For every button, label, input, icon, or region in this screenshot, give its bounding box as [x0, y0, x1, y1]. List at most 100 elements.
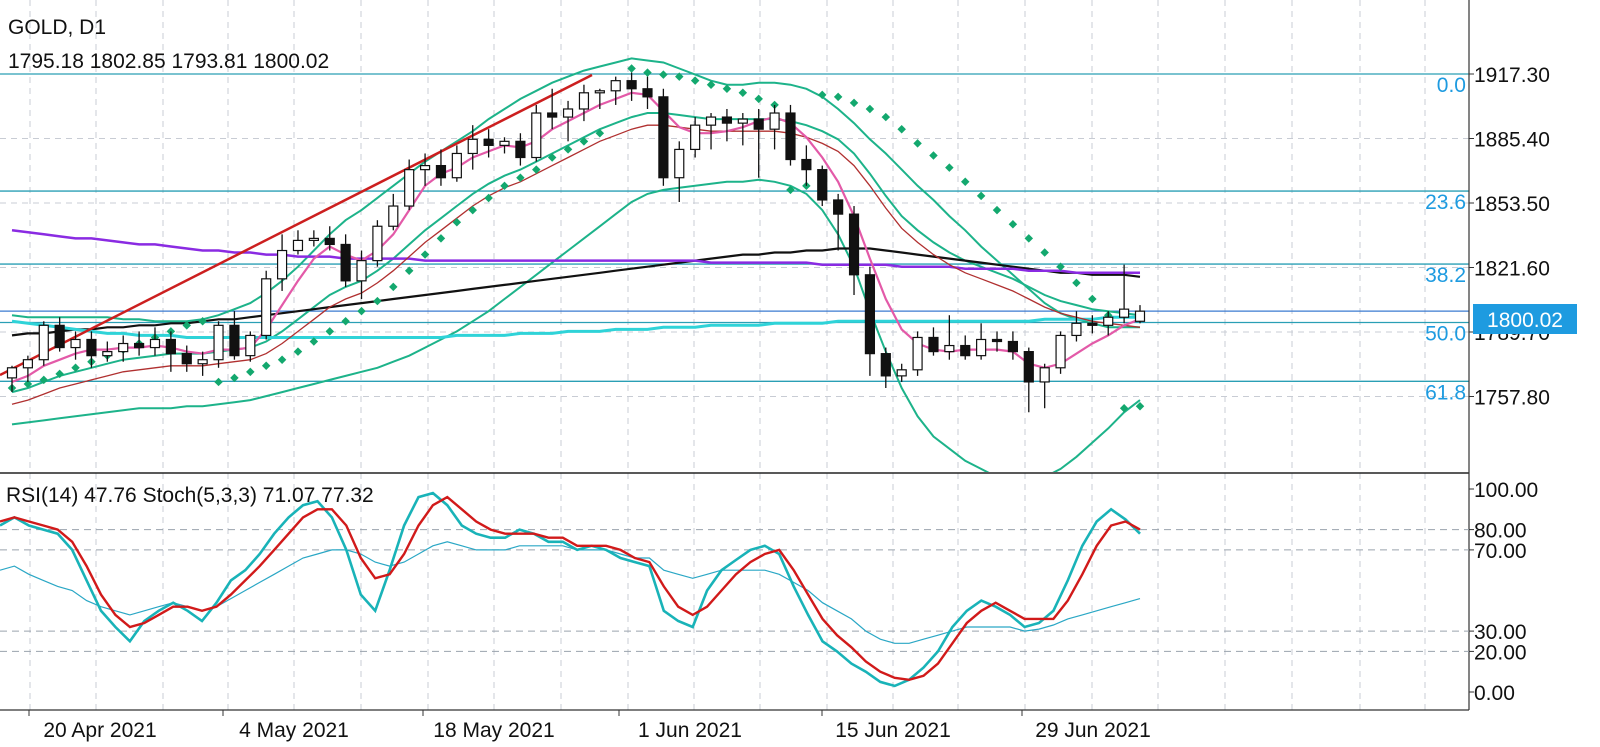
candle-body [753, 118, 764, 130]
candle-body [86, 338, 97, 357]
symbol-timeframe: GOLD, D1 [8, 16, 106, 39]
time-axis: 20 Apr 2021 4 May 2021 18 May 2021 1 Jun 20… [28, 710, 1151, 742]
candle-body [197, 359, 208, 365]
candle-body [356, 260, 367, 282]
candle-body [864, 274, 876, 355]
ma-cyan [11, 315, 1140, 339]
psar-dot [404, 266, 414, 275]
psar-dot [182, 321, 192, 330]
trendline[interactable] [0, 73, 593, 377]
candle-body [531, 112, 542, 159]
fib-level-label: 38.2 [1425, 264, 1466, 287]
psar-dot [357, 306, 366, 316]
fib-level-label: 23.6 [1425, 191, 1466, 214]
psar-dot [468, 205, 477, 215]
candle-body [658, 96, 669, 179]
candle-body [451, 152, 462, 179]
candle-body [928, 336, 939, 353]
psar-dot [261, 361, 271, 371]
candle-body [276, 249, 288, 280]
candle-body [245, 334, 256, 357]
candle-body [308, 237, 319, 242]
candle-body [324, 237, 335, 246]
candle-body [912, 336, 923, 371]
psar-dot [484, 193, 493, 203]
candle-body [547, 112, 558, 118]
osc-tick-label: 100.00 [1474, 479, 1538, 502]
psar-dot [325, 327, 334, 336]
psar-dot [1072, 278, 1081, 288]
price-tick-label: 1885.40 [1474, 129, 1550, 152]
candle-body [642, 88, 653, 98]
candle-body [54, 324, 65, 349]
candle-body [610, 80, 621, 92]
grid-lines [0, 0, 1469, 710]
candle-body [594, 90, 605, 94]
candle-body [674, 148, 685, 179]
last-price-tag: 1800.02 [1473, 304, 1577, 334]
candle-body [181, 353, 192, 365]
candle-body [388, 205, 399, 227]
candle-body [1023, 351, 1034, 383]
candle-body [1007, 340, 1019, 353]
candle-body [22, 359, 33, 369]
candlesticks [6, 72, 1146, 413]
candle-body [769, 112, 780, 130]
psar-dot [436, 234, 446, 243]
psar-dot [389, 282, 398, 292]
fibonacci-retracement[interactable] [0, 73, 1469, 382]
ma-darkred [11, 124, 1141, 405]
candle-body [785, 112, 796, 161]
candle-body [229, 324, 240, 357]
candle-body [896, 369, 907, 377]
psar-dot [1119, 403, 1129, 413]
time-tick-label: 29 Jun 2021 [1035, 719, 1151, 742]
candle-body [1039, 367, 1050, 383]
stoch-main-line [0, 491, 1141, 688]
candle-body [1087, 322, 1098, 326]
candle-body [1071, 322, 1082, 337]
candle-body [372, 225, 383, 262]
candle-body [102, 351, 113, 357]
psar-dot [420, 250, 430, 259]
bollinger-lower [11, 178, 1141, 472]
psar-dot [277, 355, 287, 364]
candle-body [340, 243, 351, 282]
candle-body [960, 344, 971, 357]
psar-dot [1135, 401, 1145, 411]
candle-body [817, 169, 828, 201]
candle-body [944, 344, 955, 353]
candle-body [721, 116, 733, 124]
fib-level-label: 61.8 [1425, 381, 1466, 404]
candle-body [419, 164, 431, 171]
candle-body [213, 324, 224, 361]
psar-dot [246, 367, 255, 377]
red-trendline[interactable] [0, 73, 593, 377]
osc-tick-label: 70.00 [1474, 540, 1527, 563]
psar-dot [198, 317, 207, 326]
fibonacci-labels: 0.0 23.6 38.2 50.0 61.8 [1425, 74, 1466, 404]
candle-body [626, 80, 637, 90]
psar-dot [373, 296, 382, 306]
psar-dot [23, 379, 33, 389]
stoch-signal-line [0, 495, 1141, 682]
fib-level-label: 50.0 [1425, 322, 1466, 345]
psar-dot [39, 375, 49, 385]
candle-body [38, 324, 49, 361]
candle-body [149, 338, 161, 349]
time-tick-label: 4 May 2021 [239, 719, 349, 742]
psar-dot [230, 373, 239, 383]
candle-body [1103, 316, 1114, 326]
oscillator-levels [0, 529, 1469, 652]
candle-body [1119, 308, 1130, 318]
psar-dot [293, 347, 303, 356]
candle-body [292, 239, 304, 252]
time-tick-label: 18 May 2021 [433, 719, 554, 742]
osc-tick-label: 0.00 [1474, 682, 1515, 705]
candle-body [404, 169, 415, 207]
candle-body [976, 338, 987, 357]
candle-body [6, 367, 18, 379]
psar-dot [341, 317, 350, 326]
ma-purple [11, 229, 1140, 275]
